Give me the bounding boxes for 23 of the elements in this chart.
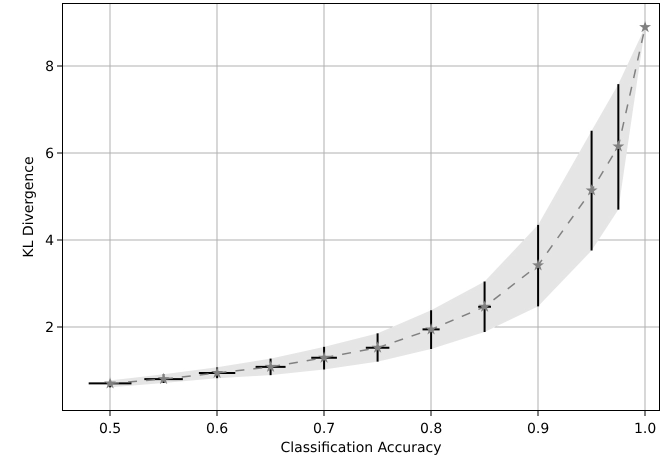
point: [612, 140, 624, 152]
point: [532, 259, 544, 270]
x-tick-label: 0.8: [420, 420, 442, 437]
point: [425, 323, 438, 335]
x-tick-label: 1.0: [634, 420, 656, 437]
x-tick-label: 0.9: [526, 420, 550, 437]
y-tick-label: 8: [45, 58, 54, 75]
point: [104, 377, 116, 389]
x-tick-label: 0.5: [98, 420, 122, 437]
x-tick-label: 0.6: [206, 420, 228, 437]
point: [586, 184, 598, 196]
point: [318, 351, 330, 363]
point: [639, 20, 652, 32]
x-tick-label: 0.7: [312, 420, 336, 437]
y-axis-title: KL Divergence: [20, 156, 37, 258]
point: [211, 366, 224, 378]
x-axis-title: Classification Accuracy: [280, 440, 442, 456]
point: [158, 372, 170, 384]
point: [264, 360, 277, 372]
y-tick-label: 2: [45, 320, 54, 336]
y-tick-label: 6: [45, 146, 54, 162]
point: [478, 300, 491, 312]
y-tick-label: 4: [45, 233, 54, 250]
